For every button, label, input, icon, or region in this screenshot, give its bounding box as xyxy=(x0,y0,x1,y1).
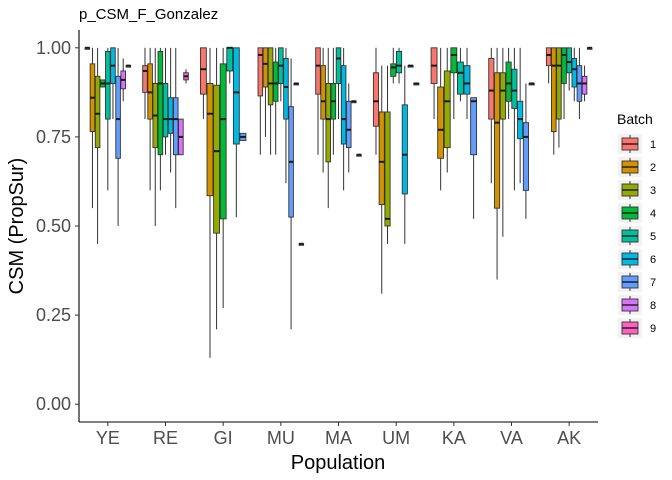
y-tick-label: 0.00 xyxy=(36,394,71,414)
box-batch-3 xyxy=(325,83,332,163)
box-batch-1 xyxy=(199,47,207,95)
box-batch-3 xyxy=(384,111,391,227)
x-tick-label: MA xyxy=(325,428,352,448)
box-batch-4 xyxy=(450,47,458,74)
y-axis-title: CSM (PropSur) xyxy=(6,158,28,295)
box-batch-7 xyxy=(470,97,478,156)
box-batch-3 xyxy=(213,84,220,234)
box-batch-5 xyxy=(162,83,169,138)
box-batch-1 xyxy=(142,65,148,93)
legend-label: 8 xyxy=(650,300,656,312)
box-batch-3 xyxy=(443,70,451,149)
box-batch-6 xyxy=(283,58,289,120)
box-batch-3 xyxy=(267,47,274,106)
box-batch-3 xyxy=(499,72,506,120)
box-batch-1 xyxy=(315,47,321,95)
box-batch-6 xyxy=(340,65,347,145)
legend-label: 7 xyxy=(650,277,656,289)
box-batch-5 xyxy=(105,50,111,120)
box-batch-5 xyxy=(335,47,342,84)
chart-title: p_CSM_F_Gonzalez xyxy=(79,6,218,23)
legend-label: 4 xyxy=(650,208,656,220)
box-batch-3 xyxy=(94,75,101,149)
x-tick-label: YE xyxy=(96,428,120,448)
legend: Batch 1 2 3 4 5 6 7 8 9 xyxy=(617,111,656,338)
box-batch-5 xyxy=(396,50,403,74)
box-batch-2 xyxy=(206,83,214,197)
x-tick-label: GI xyxy=(214,428,233,448)
x-tick-label: KA xyxy=(442,428,466,448)
box-batch-7 xyxy=(172,97,179,156)
legend-title: Batch xyxy=(617,111,653,127)
box-batch-3 xyxy=(556,47,562,120)
box-batch-2 xyxy=(320,65,326,120)
x-tick-label: RE xyxy=(153,428,178,448)
legend-label: 6 xyxy=(650,254,656,266)
y-tick-label: 0.50 xyxy=(36,216,71,236)
x-tick-label: UM xyxy=(382,428,410,448)
box-batch-7 xyxy=(522,122,529,191)
legend-label: 5 xyxy=(650,231,656,243)
box-batch-4 xyxy=(390,63,397,77)
legend-label: 2 xyxy=(650,162,656,174)
box-batch-2 xyxy=(551,47,557,133)
legend-label: 3 xyxy=(650,185,656,197)
box-batch-5 xyxy=(566,47,572,74)
box-batch-8 xyxy=(581,75,588,95)
box-batch-1 xyxy=(257,47,264,97)
box-batch-1 xyxy=(545,47,552,67)
x-tick-label: MU xyxy=(267,428,295,448)
box-batch-5 xyxy=(511,68,518,109)
box-batch-2 xyxy=(494,72,501,209)
box-batch-6 xyxy=(232,47,240,145)
box-batch-2 xyxy=(262,47,269,88)
box-batch-4 xyxy=(157,50,164,156)
box-batch-4 xyxy=(272,61,279,102)
box-batch-5 xyxy=(226,47,234,72)
box-batch-1 xyxy=(488,58,495,120)
box-batch-4 xyxy=(505,61,512,102)
box-batch-6 xyxy=(463,65,471,95)
box-batch-7 xyxy=(115,75,121,159)
x-tick-label: AK xyxy=(557,428,581,448)
box-batch-4 xyxy=(219,63,227,220)
box-batch-7 xyxy=(345,100,352,149)
x-axis-title: Population xyxy=(291,452,386,474)
box-batch-5 xyxy=(457,61,464,95)
legend-label: 9 xyxy=(650,323,656,335)
y-tick-label: 1.00 xyxy=(36,38,71,58)
box-batch-2 xyxy=(437,86,445,159)
plot-area: 0.00 0.25 0.50 0.75 1.00 YE RE GI MU MA UM KA VA AK xyxy=(36,30,598,448)
box-batch-6 xyxy=(571,58,578,88)
x-tick-label: VA xyxy=(500,428,523,448)
box-batch-1 xyxy=(372,72,380,127)
box-batch-6 xyxy=(401,104,408,195)
box-batch-6 xyxy=(167,97,174,134)
legend-label: 1 xyxy=(650,139,656,151)
box-batch-2 xyxy=(378,111,385,206)
box-batch-4 xyxy=(561,47,567,84)
y-tick-label: 0.75 xyxy=(36,127,71,147)
y-tick-label: 0.25 xyxy=(36,305,71,325)
